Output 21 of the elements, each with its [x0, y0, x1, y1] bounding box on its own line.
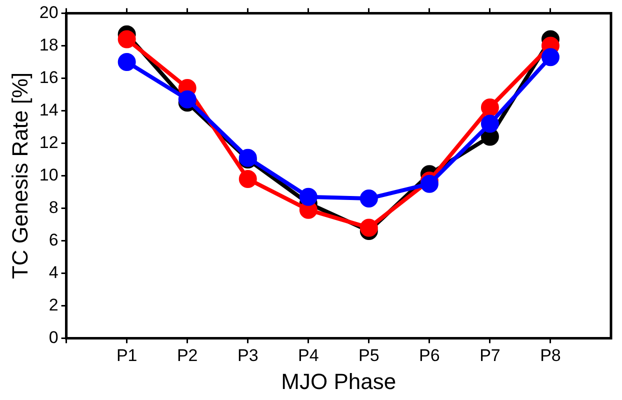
- y-tick-label: 2: [48, 295, 58, 314]
- y-tick-label: 4: [48, 262, 58, 282]
- y-tick-label: 16: [39, 68, 58, 87]
- x-tick-label: P8: [540, 346, 561, 366]
- y-axis-title: TC Genesis Rate [%]: [7, 72, 32, 280]
- x-tick-label: P5: [358, 346, 380, 366]
- y-tick-label: 6: [48, 230, 58, 250]
- y-tick-label: 20: [39, 2, 58, 22]
- y-tick-label: 12: [39, 132, 58, 152]
- y-tick-label: 10: [39, 165, 58, 184]
- x-tick-label: P4: [298, 346, 319, 366]
- x-tick-label: P2: [176, 346, 198, 366]
- x-tick-label: P6: [419, 346, 440, 366]
- y-tick-label: 8: [48, 198, 58, 217]
- x-tick-label: P1: [116, 346, 138, 366]
- y-tick-label: 18: [39, 35, 58, 54]
- x-tick-label: P3: [237, 346, 258, 366]
- y-tick-label: 14: [39, 100, 58, 120]
- y-tick-label: 0: [48, 328, 58, 347]
- x-tick-label: P7: [480, 346, 500, 366]
- x-axis-title: MJO Phase: [281, 368, 396, 394]
